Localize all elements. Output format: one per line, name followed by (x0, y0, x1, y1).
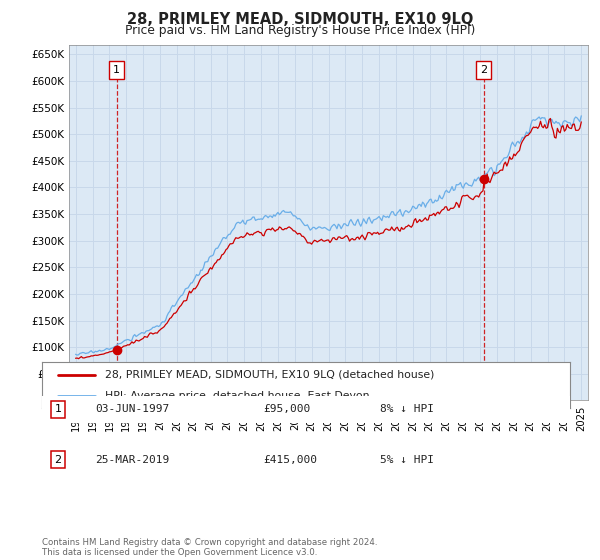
Text: 28, PRIMLEY MEAD, SIDMOUTH, EX10 9LQ (detached house): 28, PRIMLEY MEAD, SIDMOUTH, EX10 9LQ (de… (106, 370, 435, 380)
Text: 2: 2 (480, 66, 487, 76)
Text: 5% ↓ HPI: 5% ↓ HPI (380, 455, 434, 465)
Text: HPI: Average price, detached house, East Devon: HPI: Average price, detached house, East… (106, 391, 370, 401)
Text: 1: 1 (113, 66, 120, 76)
Text: 8% ↓ HPI: 8% ↓ HPI (380, 404, 434, 414)
Text: £415,000: £415,000 (264, 455, 318, 465)
Text: £95,000: £95,000 (264, 404, 311, 414)
Text: 25-MAR-2019: 25-MAR-2019 (95, 455, 169, 465)
Text: 2: 2 (54, 455, 61, 465)
Text: 03-JUN-1997: 03-JUN-1997 (95, 404, 169, 414)
Text: 1: 1 (55, 404, 61, 414)
Text: Contains HM Land Registry data © Crown copyright and database right 2024.
This d: Contains HM Land Registry data © Crown c… (42, 538, 377, 557)
Text: Price paid vs. HM Land Registry's House Price Index (HPI): Price paid vs. HM Land Registry's House … (125, 24, 475, 36)
Text: 28, PRIMLEY MEAD, SIDMOUTH, EX10 9LQ: 28, PRIMLEY MEAD, SIDMOUTH, EX10 9LQ (127, 12, 473, 27)
